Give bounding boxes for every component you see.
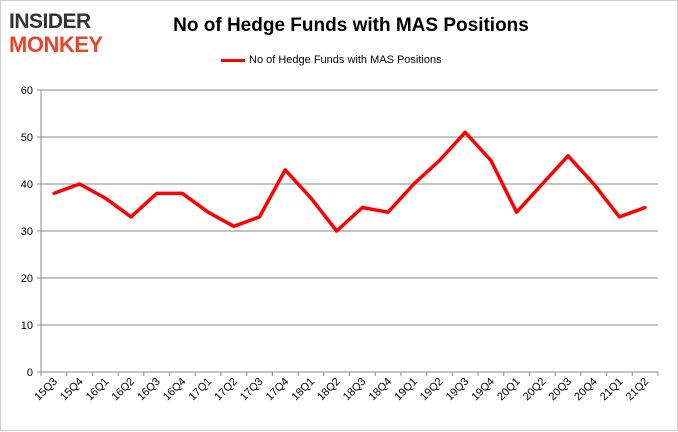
data-point (592, 182, 596, 186)
x-tick-label: 15Q4 (58, 376, 86, 404)
data-point (155, 191, 159, 195)
x-tick-label: 17Q4 (264, 376, 292, 404)
x-tick-label: 19Q1 (392, 376, 420, 404)
x-tick-label: 19Q3 (444, 376, 472, 404)
x-tick-label: 16Q2 (110, 376, 138, 404)
x-tick-label: 21Q1 (598, 376, 626, 404)
svg-text:INSIDER: INSIDER (9, 10, 91, 33)
svg-text:MONKEY: MONKEY (9, 32, 103, 55)
x-tick-label: 21Q2 (624, 376, 652, 404)
y-tick-label: 40 (21, 179, 33, 191)
x-tick-label: 20Q1 (495, 376, 523, 404)
x-tick-label: 16Q4 (161, 376, 189, 404)
x-tick-label: 18Q1 (290, 376, 318, 404)
data-point (463, 130, 467, 134)
data-point (52, 191, 56, 195)
x-tick-label: 18Q2 (315, 376, 343, 404)
y-tick-label: 60 (21, 85, 33, 97)
data-point (258, 215, 262, 219)
x-tick-label: 17Q1 (187, 376, 215, 404)
data-point (643, 206, 647, 209)
data-point (180, 191, 184, 195)
data-point (103, 196, 107, 200)
data-point (540, 182, 544, 186)
data-point (489, 159, 493, 162)
data-point (309, 196, 313, 200)
x-tick-label: 18Q4 (367, 376, 395, 404)
x-tick-label: 20Q3 (547, 376, 575, 404)
data-point (617, 215, 621, 219)
data-point (412, 182, 416, 186)
y-tick-label: 20 (21, 273, 33, 285)
x-tick-label: 15Q3 (32, 376, 60, 404)
y-tick-label: 10 (21, 320, 33, 332)
legend: No of Hedge Funds with MAS Positions (221, 54, 442, 66)
x-tick-label: 17Q2 (212, 376, 240, 404)
x-tick-label: 16Q3 (135, 376, 163, 404)
x-tick-label: 19Q4 (469, 376, 497, 404)
data-point (335, 229, 339, 233)
x-tick-label: 16Q1 (84, 376, 112, 404)
data-point (129, 215, 133, 219)
y-tick-label: 0 (27, 367, 33, 379)
y-tick-label: 30 (21, 226, 33, 238)
x-tick-label: 20Q4 (572, 376, 600, 404)
legend-label: No of Hedge Funds with MAS Positions (249, 54, 442, 66)
data-point (386, 210, 390, 214)
y-tick-label: 50 (21, 132, 33, 144)
x-tick-label: 19Q2 (418, 376, 446, 404)
data-point (360, 206, 364, 209)
data-point (232, 224, 236, 228)
data-point (437, 159, 441, 162)
x-tick-label: 17Q3 (238, 376, 266, 404)
series-line (53, 130, 646, 233)
chart-title: No of Hedge Funds with MAS Positions (173, 15, 529, 36)
data-point (78, 182, 82, 186)
insider-monkey-logo: INSIDER MONKEY (9, 10, 104, 55)
data-point (283, 168, 287, 172)
data-point (515, 210, 519, 214)
x-tick-label: 18Q3 (341, 376, 369, 404)
data-point (566, 154, 570, 158)
x-tick-label: 20Q2 (521, 376, 549, 404)
data-point (206, 210, 210, 214)
legend-swatch (221, 58, 245, 62)
